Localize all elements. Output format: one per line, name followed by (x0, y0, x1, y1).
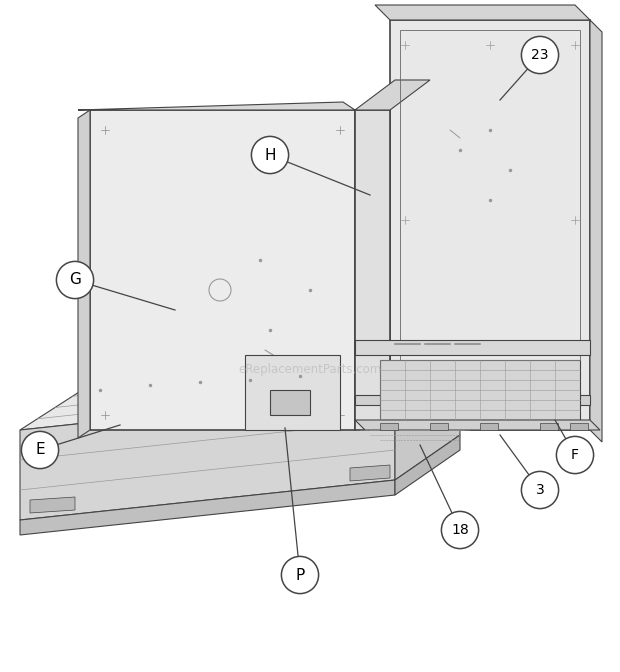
Polygon shape (355, 80, 430, 110)
Text: 3: 3 (536, 483, 544, 497)
Text: G: G (69, 273, 81, 288)
Polygon shape (355, 340, 590, 355)
Polygon shape (30, 497, 75, 513)
Circle shape (209, 279, 231, 301)
Polygon shape (20, 345, 460, 430)
Polygon shape (380, 360, 580, 420)
Text: 18: 18 (451, 523, 469, 537)
Circle shape (441, 511, 479, 548)
Circle shape (251, 136, 288, 173)
Polygon shape (350, 465, 390, 481)
Circle shape (56, 261, 94, 298)
Polygon shape (590, 20, 602, 442)
Polygon shape (20, 390, 395, 520)
Circle shape (281, 556, 319, 593)
Polygon shape (355, 420, 600, 430)
Text: H: H (264, 147, 276, 163)
Text: F: F (571, 448, 579, 462)
Circle shape (556, 436, 593, 474)
Circle shape (22, 431, 59, 468)
Text: E: E (35, 442, 45, 458)
Polygon shape (355, 395, 590, 405)
Polygon shape (395, 345, 460, 480)
Polygon shape (390, 20, 590, 430)
Polygon shape (480, 423, 498, 430)
Polygon shape (380, 423, 398, 430)
Polygon shape (540, 423, 558, 430)
Polygon shape (270, 390, 310, 415)
Polygon shape (395, 435, 460, 495)
Circle shape (521, 471, 559, 509)
Polygon shape (78, 110, 90, 438)
Polygon shape (20, 480, 395, 535)
Polygon shape (78, 102, 355, 110)
Polygon shape (570, 423, 588, 430)
Polygon shape (90, 110, 355, 430)
Polygon shape (375, 5, 590, 20)
Polygon shape (245, 355, 340, 430)
Text: eReplacementParts.com: eReplacementParts.com (238, 364, 382, 376)
Circle shape (521, 36, 559, 74)
Polygon shape (355, 110, 390, 430)
Text: P: P (295, 567, 304, 583)
Text: 23: 23 (531, 48, 549, 62)
Polygon shape (430, 423, 448, 430)
